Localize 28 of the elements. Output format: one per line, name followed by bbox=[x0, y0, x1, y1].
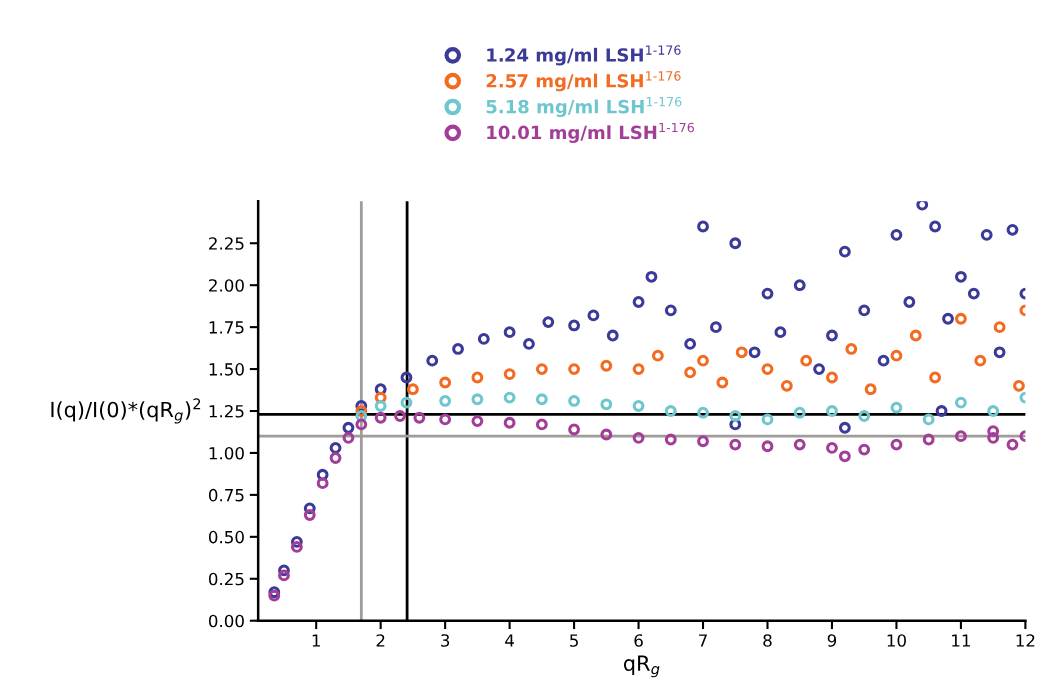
x-tick-label: 10 bbox=[887, 634, 906, 647]
y-tick-label: 2.00 bbox=[209, 279, 244, 292]
x-tick-label: 3 bbox=[441, 634, 450, 647]
y-tick-label: 1.00 bbox=[209, 446, 244, 460]
x-tick-label: 11 bbox=[952, 634, 970, 647]
x-tick-label: 5 bbox=[570, 634, 578, 647]
legend-label: 10.01 mg/ml LSH$^{1-176}$ bbox=[487, 122, 694, 143]
y-tick-label: 1.25 bbox=[209, 404, 244, 418]
y-tick-label: 0.50 bbox=[208, 530, 244, 544]
y-tick-label: 0.00 bbox=[208, 614, 244, 628]
x-tick-label: 1 bbox=[312, 634, 320, 647]
legend-label: 2.57 mg/ml LSH$^{1-176}$ bbox=[486, 71, 681, 92]
y-tick-label: 1.75 bbox=[209, 321, 244, 334]
y-tick-label: 2.25 bbox=[209, 237, 244, 250]
legend-label: 5.18 mg/ml LSH$^{1-176}$ bbox=[486, 96, 682, 118]
x-tick-label: 8 bbox=[763, 634, 772, 647]
y-axis-title: I(q)/I(0)*(qR$_{g}$)$^{2}$ bbox=[51, 398, 201, 424]
y-tick-label: 1.50 bbox=[209, 363, 244, 376]
x-tick-label: 2 bbox=[376, 634, 385, 647]
y-tick-label: 0.25 bbox=[208, 572, 244, 586]
x-tick-label: 4 bbox=[505, 634, 514, 647]
x-tick-label: 7 bbox=[699, 634, 707, 647]
x-tick-label: 6 bbox=[634, 634, 643, 647]
x-tick-label: 9 bbox=[827, 634, 837, 647]
x-axis-title: qR$_{g}$ bbox=[623, 655, 660, 678]
y-tick-label: 0.75 bbox=[208, 488, 244, 502]
x-tick-label: 12 bbox=[1016, 634, 1035, 647]
legend-label: 1.24 mg/ml LSH$^{1-176}$ bbox=[487, 45, 681, 66]
